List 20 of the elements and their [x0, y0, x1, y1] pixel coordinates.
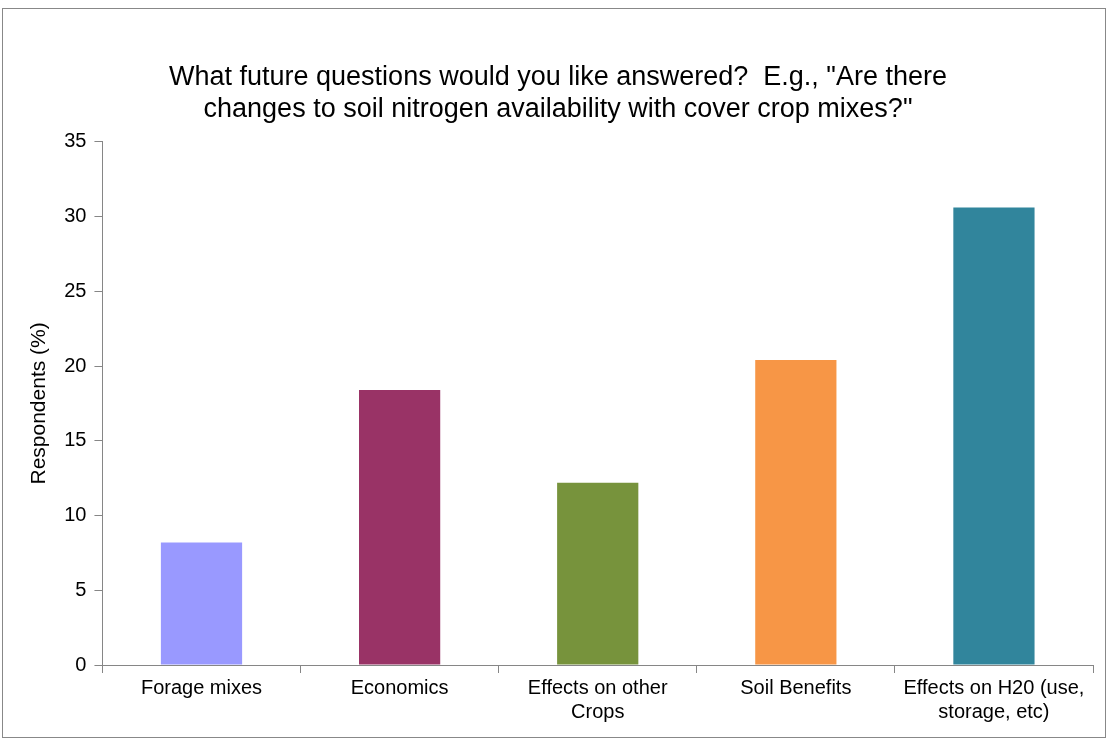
- x-tick-label: Effects on H20 (use, storage, etc): [903, 675, 1085, 722]
- x-tick-label: Soil Benefits: [740, 675, 852, 698]
- y-tick-label: 10: [64, 503, 87, 526]
- chart-title: What future questions would you like answered? E.g., "Are there changes to soil nitrogen availability with cover crop mixes?": [168, 60, 948, 124]
- bar: [953, 207, 1035, 665]
- y-tick-label: 30: [64, 204, 87, 227]
- y-axis-title: Respondents (%): [26, 322, 50, 485]
- bar: [755, 360, 837, 665]
- y-tick-label: 35: [64, 129, 87, 152]
- y-tick-label: 25: [64, 278, 87, 301]
- bar: [160, 542, 243, 665]
- y-tick-label: 0: [75, 652, 87, 675]
- bar: [359, 389, 441, 665]
- y-tick-label: 20: [64, 353, 87, 376]
- x-tick-label: Forage mixes: [140, 675, 263, 698]
- bar: [557, 482, 639, 665]
- y-tick-label: 15: [64, 428, 87, 451]
- x-tick-label: Effects on other Crops: [527, 675, 668, 722]
- y-tick-label: 5: [75, 577, 87, 600]
- x-tick-label: Economics: [350, 675, 449, 698]
